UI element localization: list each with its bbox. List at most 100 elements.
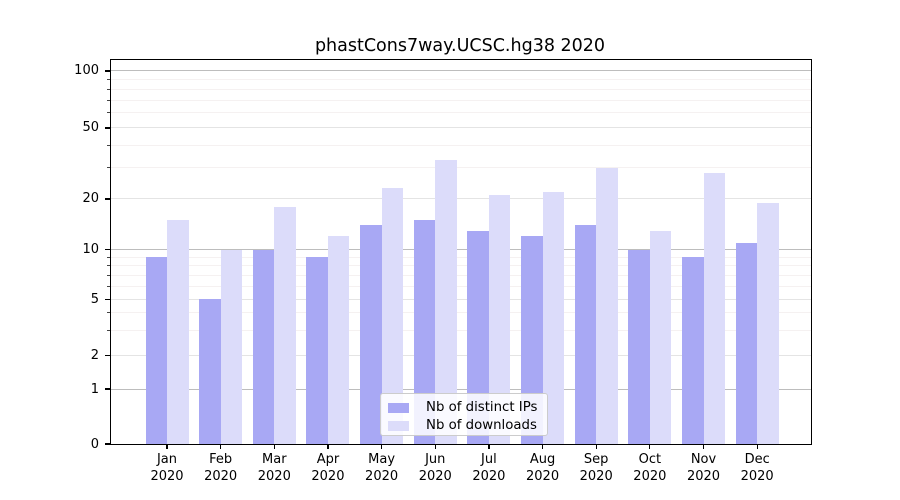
y-axis-tick-5 [105,298,110,300]
x-axis-tick-nov [702,444,705,449]
legend-label-downloads: Nb of downloads [426,417,537,433]
y-axis-minor-tick-4 [107,312,110,314]
bar-downloads-mar [274,206,296,444]
x-axis-tick-apr [327,444,329,449]
x-label-month: Dec [744,452,770,467]
x-axis-label-dec: Dec 2020 [727,452,787,485]
x-axis-tick-jun [434,444,436,449]
y-axis-tick-2 [105,355,110,357]
legend-label-distinct-ips: Nb of distinct IPs [426,399,538,415]
y-axis-label-1: 1 [90,381,99,397]
gridline-y-20 [111,198,811,200]
x-label-month: Oct [638,452,662,467]
x-label-year: 2020 [150,468,184,484]
x-axis-label-jun: Jun 2020 [405,452,465,485]
x-axis-label-apr: Apr 2020 [298,452,358,485]
gridline-y-3 [111,330,811,332]
y-axis-label-2: 2 [90,348,99,364]
bar-distinct-ips-may [360,225,382,444]
gridline-y-80 [111,88,811,90]
x-axis-label-aug: Aug 2020 [513,452,573,485]
y-axis-minor-tick-70 [107,99,110,101]
x-axis-tick-feb [220,444,222,449]
y-axis-tick-1 [105,388,110,390]
x-axis-tick-oct [649,444,651,449]
x-label-month: Feb [209,452,233,467]
x-axis-tick-mar [273,444,275,449]
gridline-y-10 [111,249,811,251]
gridline-y-40 [111,144,811,146]
bar-distinct-ips-nov [682,257,704,444]
y-axis-tick-20 [105,198,110,200]
x-label-month: Sep [583,452,609,467]
gridline-y-9 [111,256,811,258]
y-axis-label-0: 0 [90,436,99,452]
x-label-year: 2020 [740,468,774,484]
x-label-month: Jul [481,452,497,467]
gridline-y-30 [111,166,811,168]
y-axis-tick-10 [105,249,110,251]
bar-downloads-may [381,188,404,444]
y-axis-label-10: 10 [82,242,99,258]
y-axis-minor-tick-30 [107,166,110,168]
plot-area: 0 1 2 5 10 20 50 100 Jan 2020 Feb 2020 Mar 2020 Apr 202… [74,59,812,484]
x-axis-tick-may [380,444,383,449]
y-axis-minor-tick-40 [107,144,110,146]
y-axis-tick-100 [105,70,110,72]
gridline-y-6 [111,285,811,287]
bars-layer [111,60,811,444]
y-axis-minor-tick-8 [107,265,110,267]
bar-downloads-nov [703,172,725,444]
gridline-y-100 [111,70,811,72]
bar-downloads-oct [649,230,672,444]
x-axis-label-may: May 2020 [352,452,412,485]
y-axis-minor-tick-60 [107,112,110,114]
x-label-year: 2020 [365,468,399,484]
bar-distinct-ips-feb [199,299,221,444]
bar-distinct-ips-jul [467,230,489,444]
x-label-month: Nov [690,452,717,467]
gridline-y-4 [111,312,811,314]
y-axis-minor-tick-80 [107,88,110,90]
bar-distinct-ips-dec [735,242,758,444]
bar-distinct-ips-apr [306,257,328,444]
y-axis-minor-tick-90 [107,79,110,81]
x-label-month: May [368,452,396,467]
y-axis-minor-tick-3 [107,330,110,332]
x-axis-label-feb: Feb 2020 [191,452,251,485]
x-label-year: 2020 [418,468,452,484]
bar-downloads-apr [327,236,350,444]
x-label-month: Jan [156,452,178,467]
x-axis-label-mar: Mar 2020 [244,452,304,485]
x-axis-tick-jan [166,444,168,449]
bar-distinct-ips-jun [413,220,436,444]
bar-distinct-ips-oct [628,249,650,444]
y-axis-minor-tick-7 [107,274,110,276]
bar-distinct-ips-sep [574,225,597,444]
legend-entry-downloads: Nb of downloads [388,417,547,434]
gridline-y-50 [111,127,811,129]
bar-distinct-ips-aug [521,236,543,444]
gridline-y-1 [111,388,811,390]
x-axis-label-oct: Oct 2020 [620,452,680,485]
bar-downloads-feb [220,249,243,444]
x-axis-label-sep: Sep 2020 [566,452,626,485]
y-axis-label-100: 100 [74,63,99,79]
bar-downloads-sep [596,167,618,444]
legend: Nb of distinct IPs Nb of downloads [380,393,548,436]
x-label-year: 2020 [204,468,238,484]
y-axis-tick-50 [105,127,110,129]
gridline-y-90 [111,79,811,81]
chart-title: phastCons7way.UCSC.hg38 2020 [314,36,606,56]
x-label-year: 2020 [257,468,291,484]
x-label-month: Jun [425,452,446,467]
legend-entry-distinct-ips: Nb of distinct IPs [388,399,547,416]
x-axis-tick-dec [756,444,758,449]
gridline-y-7 [111,274,811,276]
bar-distinct-ips-jan [145,257,167,444]
y-axis-minor-tick-9 [107,256,110,258]
axis-ticks-layer: 0 1 2 5 10 20 50 100 Jan 2020 Feb 2020 Mar 2020 Apr 202… [74,60,811,483]
legend-swatch-downloads [388,420,409,431]
x-label-year: 2020 [472,468,506,484]
